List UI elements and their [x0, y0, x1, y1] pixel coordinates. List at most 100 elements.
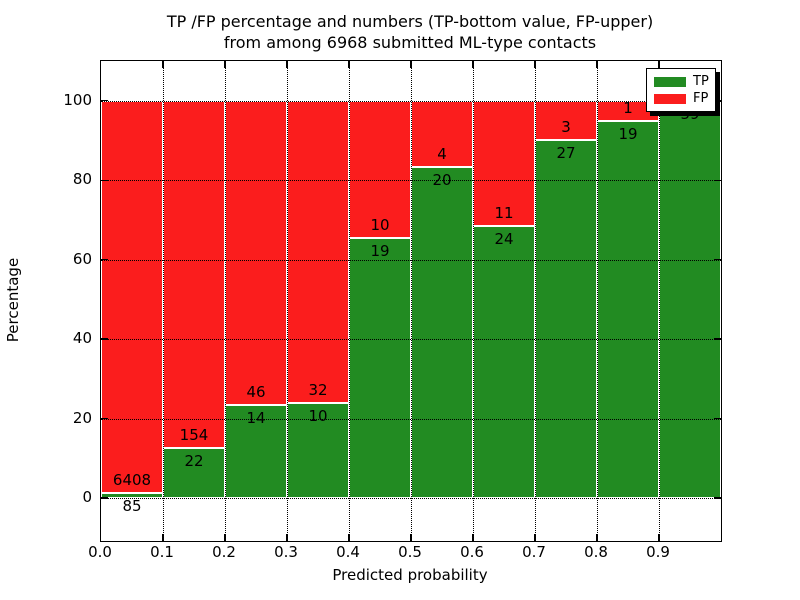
bar-segment-tp [597, 120, 659, 498]
x-gridline [597, 61, 598, 541]
bar-segment-fp [349, 100, 411, 238]
y-tick-label: 100 [63, 90, 92, 109]
bar-segment-tp [535, 140, 597, 498]
x-tick-bottom [534, 534, 536, 541]
chart-title-line1: TP /FP percentage and numbers (TP-bottom… [166, 12, 654, 31]
x-gridline [287, 61, 288, 541]
bar-segment-fp [535, 100, 597, 141]
x-tick-top [596, 61, 598, 68]
fp-count-label: 3 [561, 118, 571, 137]
x-gridline [225, 61, 226, 541]
bar-segment-tp [659, 100, 721, 498]
y-tick-right [714, 338, 721, 340]
bar-segment-fp [225, 100, 287, 406]
bar-segment-tp [349, 237, 411, 498]
x-tick-top [162, 61, 164, 68]
y-tick-right [714, 497, 721, 499]
x-gridline [411, 61, 412, 541]
bar-segment-tp [473, 225, 535, 498]
x-axis-label: Predicted probability [332, 566, 488, 584]
chart-title-line2: from among 6968 submitted ML-type contac… [223, 33, 597, 52]
legend-label: FP [693, 91, 709, 106]
x-tick-label: 0.9 [646, 543, 670, 561]
x-gridline [659, 61, 660, 541]
x-tick-label: 0.7 [522, 543, 546, 561]
tp-count-label: 24 [494, 229, 514, 248]
x-gridline [163, 61, 164, 541]
y-tick-left [101, 179, 108, 181]
x-tick-bottom [596, 534, 598, 541]
legend-label: TP [693, 74, 709, 89]
x-tick-bottom [224, 534, 226, 541]
fp-count-label: 32 [308, 381, 328, 400]
tp-count-label: 19 [618, 124, 638, 143]
bar-segment-fp [101, 100, 163, 493]
fp-count-label: 4 [437, 144, 447, 163]
tp-count-label: 10 [308, 407, 328, 426]
fp-count-label: 1 [623, 98, 633, 117]
x-tick-top [472, 61, 474, 68]
x-gridline [473, 61, 474, 541]
y-tick-left [101, 338, 108, 340]
tp-count-label: 27 [556, 144, 576, 163]
y-tick-label: 80 [72, 170, 92, 189]
x-tick-top [410, 61, 412, 68]
y-tick-left [101, 100, 108, 102]
fp-count-label: 10 [370, 215, 390, 234]
legend-entry-fp: FP [647, 92, 715, 105]
x-tick-label: 0.0 [88, 543, 112, 561]
y-tick-left [101, 417, 108, 420]
x-tick-label: 0.3 [274, 543, 298, 561]
legend-entry-tp: TP [647, 75, 715, 88]
bar-segment-tp [411, 166, 473, 498]
legend-swatch-fp [654, 93, 686, 104]
fp-count-label: 11 [494, 203, 514, 222]
x-tick-bottom [286, 534, 288, 541]
x-tick-top [534, 61, 536, 68]
tp-count-label: 20 [432, 170, 452, 189]
x-gridline [535, 61, 536, 541]
x-tick-top [348, 61, 350, 68]
x-tick-top [286, 61, 288, 68]
y-tick-label: 20 [72, 408, 92, 427]
fp-count-label: 154 [179, 426, 209, 445]
fp-count-label: 6408 [112, 470, 152, 489]
tp-count-label: 85 [122, 496, 142, 515]
y-tick-label: 0 [82, 488, 92, 506]
tp-count-label: 14 [246, 409, 266, 428]
y-axis-label: Percentage [4, 257, 22, 343]
x-tick-bottom [658, 534, 660, 541]
x-tick-top [224, 61, 226, 68]
y-tick-label: 40 [72, 329, 92, 348]
tp-count-label: 22 [184, 452, 204, 471]
y-tick-right [714, 179, 721, 181]
bar-segment-fp [163, 100, 225, 449]
tp-count-label: 19 [370, 241, 390, 260]
fp-count-label: 46 [246, 383, 266, 402]
x-tick-bottom [410, 534, 412, 541]
x-tick-top [658, 61, 660, 68]
x-tick-label: 0.5 [398, 543, 422, 561]
x-tick-label: 0.2 [212, 543, 236, 561]
x-tick-bottom [162, 534, 164, 541]
x-tick-bottom [472, 534, 474, 541]
y-tick-right [714, 417, 721, 420]
legend-swatch-tp [654, 76, 686, 87]
legend: TP FP [646, 68, 716, 112]
chart-title: TP /FP percentage and numbers (TP-bottom… [100, 11, 720, 53]
plot-area: 6408 85 154 22 46 14 32 10 10 19 4 20 11 24 3 27 1 19 59 TP… [100, 60, 722, 542]
bar-segment-fp [287, 100, 349, 404]
y-tick-label: 60 [72, 249, 92, 268]
bar-segment-fp [473, 100, 535, 226]
x-tick-label: 0.1 [150, 543, 174, 561]
x-tick-label: 0.6 [460, 543, 484, 561]
y-tick-right [714, 100, 721, 102]
x-tick-label: 0.8 [584, 543, 608, 561]
y-tick-left [101, 497, 108, 499]
x-tick-label: 0.4 [336, 543, 360, 561]
bar-segment-tp [163, 448, 225, 498]
bar-segment-tp [101, 492, 163, 498]
x-gridline [349, 61, 350, 541]
x-tick-bottom [348, 534, 350, 541]
